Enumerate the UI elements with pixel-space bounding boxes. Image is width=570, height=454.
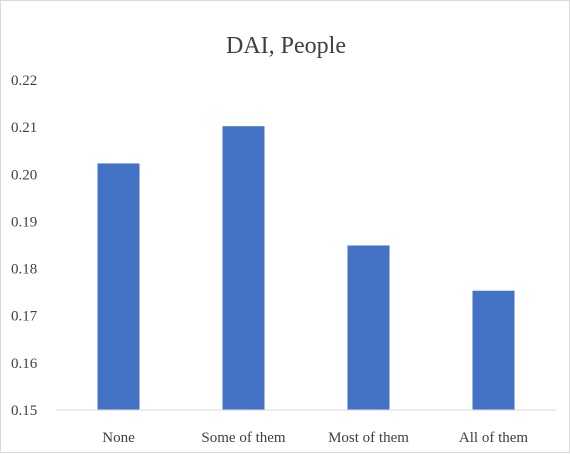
x-axis-ticks: None Some of them Most of them All of them [102,430,528,446]
x-tick-label: Most of them [328,430,409,446]
x-tick-label: All of them [459,430,528,446]
y-tick-label: 0.16 [11,356,38,372]
bar [97,163,140,410]
x-tick-label: None [102,430,135,446]
y-tick-label: 0.19 [11,214,37,230]
chart-title: DAI, People [226,33,346,59]
y-tick-label: 0.17 [11,309,38,325]
y-tick-label: 0.20 [11,167,37,183]
y-axis-ticks: 0.15 0.16 0.17 0.18 0.19 0.20 0.21 0.22 [11,73,38,419]
bar [347,245,390,410]
y-tick-label: 0.21 [11,120,37,136]
bars [97,126,515,410]
bar [222,126,265,410]
y-tick-label: 0.15 [11,403,37,419]
x-tick-label: Some of them [201,430,285,446]
y-tick-label: 0.18 [11,262,37,278]
y-tick-label: 0.22 [11,73,37,89]
bar [472,290,515,410]
